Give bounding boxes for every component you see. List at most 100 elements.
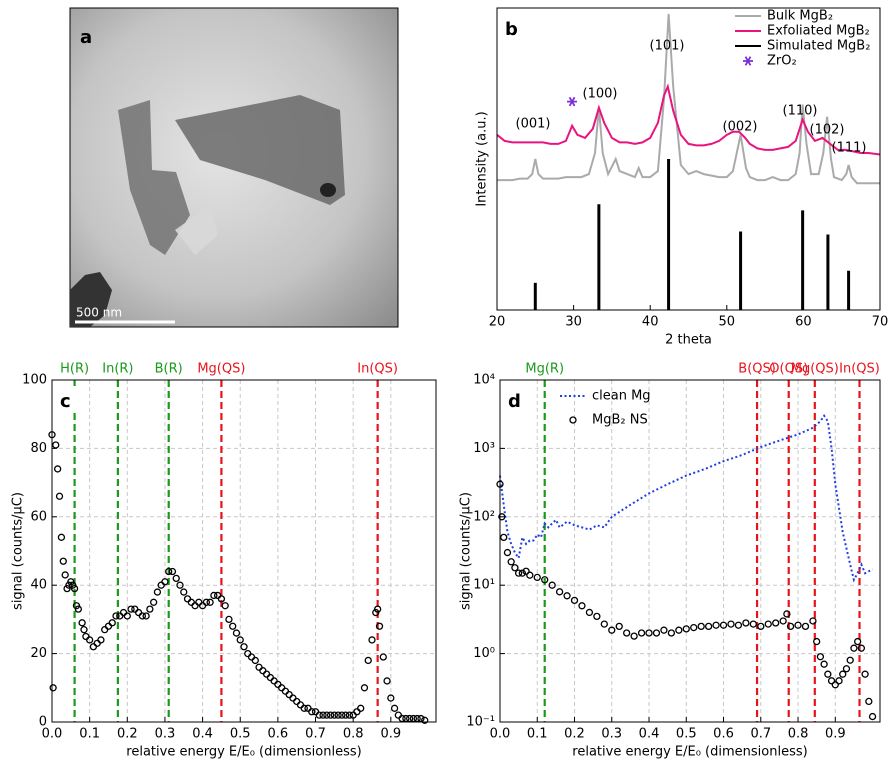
y-tick-label: 10⁰ bbox=[473, 646, 495, 661]
x-tick-label: 0.3 bbox=[155, 727, 176, 742]
y-tick-label: 80 bbox=[30, 441, 47, 456]
point bbox=[59, 557, 67, 565]
reference-label: Mg(QS) bbox=[791, 362, 839, 377]
point bbox=[206, 598, 214, 606]
legend-label: clean Mg bbox=[592, 389, 651, 404]
point bbox=[315, 711, 323, 719]
point bbox=[330, 711, 339, 719]
flake bbox=[175, 205, 218, 255]
point bbox=[865, 697, 873, 706]
point bbox=[89, 643, 98, 651]
point bbox=[93, 639, 101, 647]
point bbox=[809, 617, 817, 625]
series-line bbox=[499, 414, 873, 583]
point bbox=[210, 591, 218, 600]
point bbox=[853, 637, 862, 646]
point bbox=[236, 636, 244, 644]
point bbox=[285, 690, 293, 699]
series-line bbox=[496, 83, 881, 156]
point bbox=[383, 677, 391, 685]
reference-label: B(QS) bbox=[738, 362, 776, 377]
point bbox=[165, 567, 173, 576]
point bbox=[304, 704, 312, 712]
point bbox=[80, 626, 88, 634]
particle bbox=[320, 183, 336, 197]
point bbox=[522, 567, 530, 575]
point bbox=[53, 465, 62, 473]
x-tick-label: 0.3 bbox=[601, 727, 622, 742]
y-tick-label: 0 bbox=[39, 715, 47, 730]
x-tick-label: 0.6 bbox=[268, 727, 289, 742]
series-line bbox=[497, 13, 880, 185]
point bbox=[801, 622, 810, 631]
point bbox=[52, 441, 60, 449]
y-tick-label: 60 bbox=[30, 509, 47, 524]
debris bbox=[70, 272, 112, 327]
point bbox=[518, 569, 527, 577]
point bbox=[507, 558, 515, 566]
point bbox=[149, 598, 158, 606]
point bbox=[500, 533, 508, 542]
point bbox=[842, 665, 851, 673]
x-tick-label: 20 bbox=[489, 315, 506, 330]
point bbox=[387, 694, 395, 702]
point bbox=[225, 615, 233, 624]
point bbox=[153, 588, 162, 596]
point bbox=[548, 581, 556, 589]
y-tick-label: 10⁴ bbox=[473, 373, 495, 388]
point bbox=[813, 637, 821, 646]
point bbox=[615, 622, 623, 631]
point bbox=[373, 605, 382, 613]
y-axis-label: signal (counts/μC) bbox=[11, 492, 26, 610]
reference-label: In(QS) bbox=[839, 362, 880, 377]
y-axis-label: Intensity (a.u.) bbox=[475, 111, 490, 206]
point bbox=[772, 619, 780, 627]
point bbox=[104, 622, 113, 630]
point bbox=[630, 632, 638, 640]
point bbox=[277, 684, 286, 692]
point bbox=[794, 621, 802, 629]
point bbox=[360, 684, 369, 692]
legend-label: Exfoliated MgB₂ bbox=[767, 24, 870, 39]
point bbox=[74, 605, 83, 613]
point bbox=[868, 712, 877, 721]
legend-label: Bulk MgB₂ bbox=[767, 9, 833, 24]
point bbox=[514, 569, 523, 577]
point bbox=[119, 608, 128, 617]
peak-label: (111) bbox=[832, 141, 867, 156]
point bbox=[293, 697, 301, 706]
point bbox=[319, 711, 327, 719]
point bbox=[511, 564, 519, 572]
point bbox=[734, 621, 743, 629]
point bbox=[240, 643, 248, 651]
point bbox=[202, 598, 211, 606]
point bbox=[533, 573, 541, 582]
point bbox=[824, 670, 832, 678]
reference-label: Mg(R) bbox=[525, 362, 564, 377]
peak-label: (101) bbox=[650, 39, 685, 54]
point bbox=[142, 612, 150, 620]
peak-label: (002) bbox=[723, 120, 758, 135]
point bbox=[323, 711, 331, 719]
point bbox=[719, 621, 728, 629]
point bbox=[281, 687, 290, 695]
x-tick-label: 0.0 bbox=[490, 727, 511, 742]
tem-image: 500 nm a bbox=[69, 7, 399, 328]
point bbox=[645, 629, 653, 637]
point bbox=[232, 629, 241, 637]
point bbox=[61, 571, 69, 579]
plot-frame bbox=[496, 7, 881, 311]
point bbox=[727, 620, 735, 628]
point bbox=[585, 608, 594, 617]
point bbox=[857, 644, 866, 652]
point bbox=[357, 704, 365, 712]
legend-label: ZrO₂ bbox=[767, 54, 797, 69]
point bbox=[593, 612, 601, 621]
x-tick-label: 0.5 bbox=[230, 727, 251, 742]
peak-label: (001) bbox=[516, 117, 551, 132]
point bbox=[390, 704, 399, 712]
flake bbox=[118, 100, 190, 255]
point bbox=[161, 578, 169, 586]
reference-label: O(QS) bbox=[769, 362, 808, 377]
point bbox=[850, 644, 858, 652]
